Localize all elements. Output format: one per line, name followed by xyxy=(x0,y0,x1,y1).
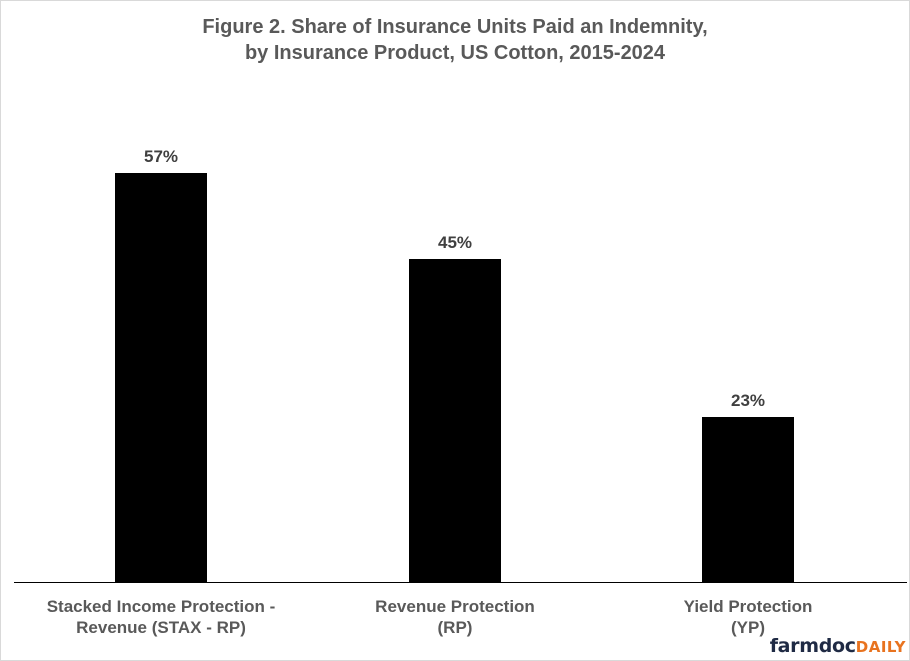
x-axis-line xyxy=(14,582,907,583)
bar-stax-rp xyxy=(115,173,207,582)
bar-value-label: 45% xyxy=(437,233,473,253)
chart-title: Figure 2. Share of Insurance Units Paid … xyxy=(0,14,910,66)
title-line-2: by Insurance Product, US Cotton, 2015-20… xyxy=(244,42,666,64)
bar-value-label: 23% xyxy=(730,390,766,410)
category-label: Revenue Protection (RP) xyxy=(375,597,535,637)
category-label: Stacked Income Protection - Revenue (STA… xyxy=(46,597,276,637)
category-label: Yield Protection (YP) xyxy=(683,597,813,637)
farmdoc-daily-logo: farmdocDAILY xyxy=(769,635,906,657)
bar-yp xyxy=(702,416,794,582)
bar-value-label: 57% xyxy=(143,147,179,166)
bar-rp xyxy=(409,259,501,582)
title-line-1: Figure 2. Share of Insurance Units Paid … xyxy=(202,16,708,38)
